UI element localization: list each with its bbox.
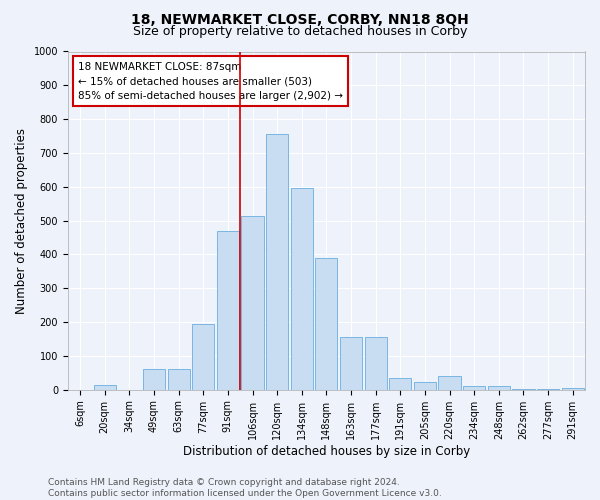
X-axis label: Distribution of detached houses by size in Corby: Distribution of detached houses by size …: [183, 444, 470, 458]
Bar: [266, 134, 288, 390]
Bar: [488, 386, 510, 390]
Bar: [241, 216, 263, 390]
Bar: [414, 382, 436, 390]
Bar: [389, 378, 412, 390]
Text: Size of property relative to detached houses in Corby: Size of property relative to detached ho…: [133, 25, 467, 38]
Bar: [192, 324, 214, 390]
Bar: [340, 338, 362, 390]
Text: 18 NEWMARKET CLOSE: 87sqm
← 15% of detached houses are smaller (503)
85% of semi: 18 NEWMARKET CLOSE: 87sqm ← 15% of detac…: [78, 62, 343, 101]
Text: Contains HM Land Registry data © Crown copyright and database right 2024.
Contai: Contains HM Land Registry data © Crown c…: [48, 478, 442, 498]
Bar: [365, 338, 387, 390]
Bar: [217, 231, 239, 390]
Bar: [290, 188, 313, 390]
Bar: [512, 389, 535, 390]
Bar: [463, 386, 485, 390]
Bar: [94, 386, 116, 390]
Bar: [143, 370, 165, 390]
Bar: [167, 370, 190, 390]
Y-axis label: Number of detached properties: Number of detached properties: [15, 128, 28, 314]
Bar: [316, 258, 337, 390]
Bar: [537, 389, 559, 390]
Text: 18, NEWMARKET CLOSE, CORBY, NN18 8QH: 18, NEWMARKET CLOSE, CORBY, NN18 8QH: [131, 12, 469, 26]
Bar: [439, 376, 461, 390]
Bar: [562, 388, 584, 390]
